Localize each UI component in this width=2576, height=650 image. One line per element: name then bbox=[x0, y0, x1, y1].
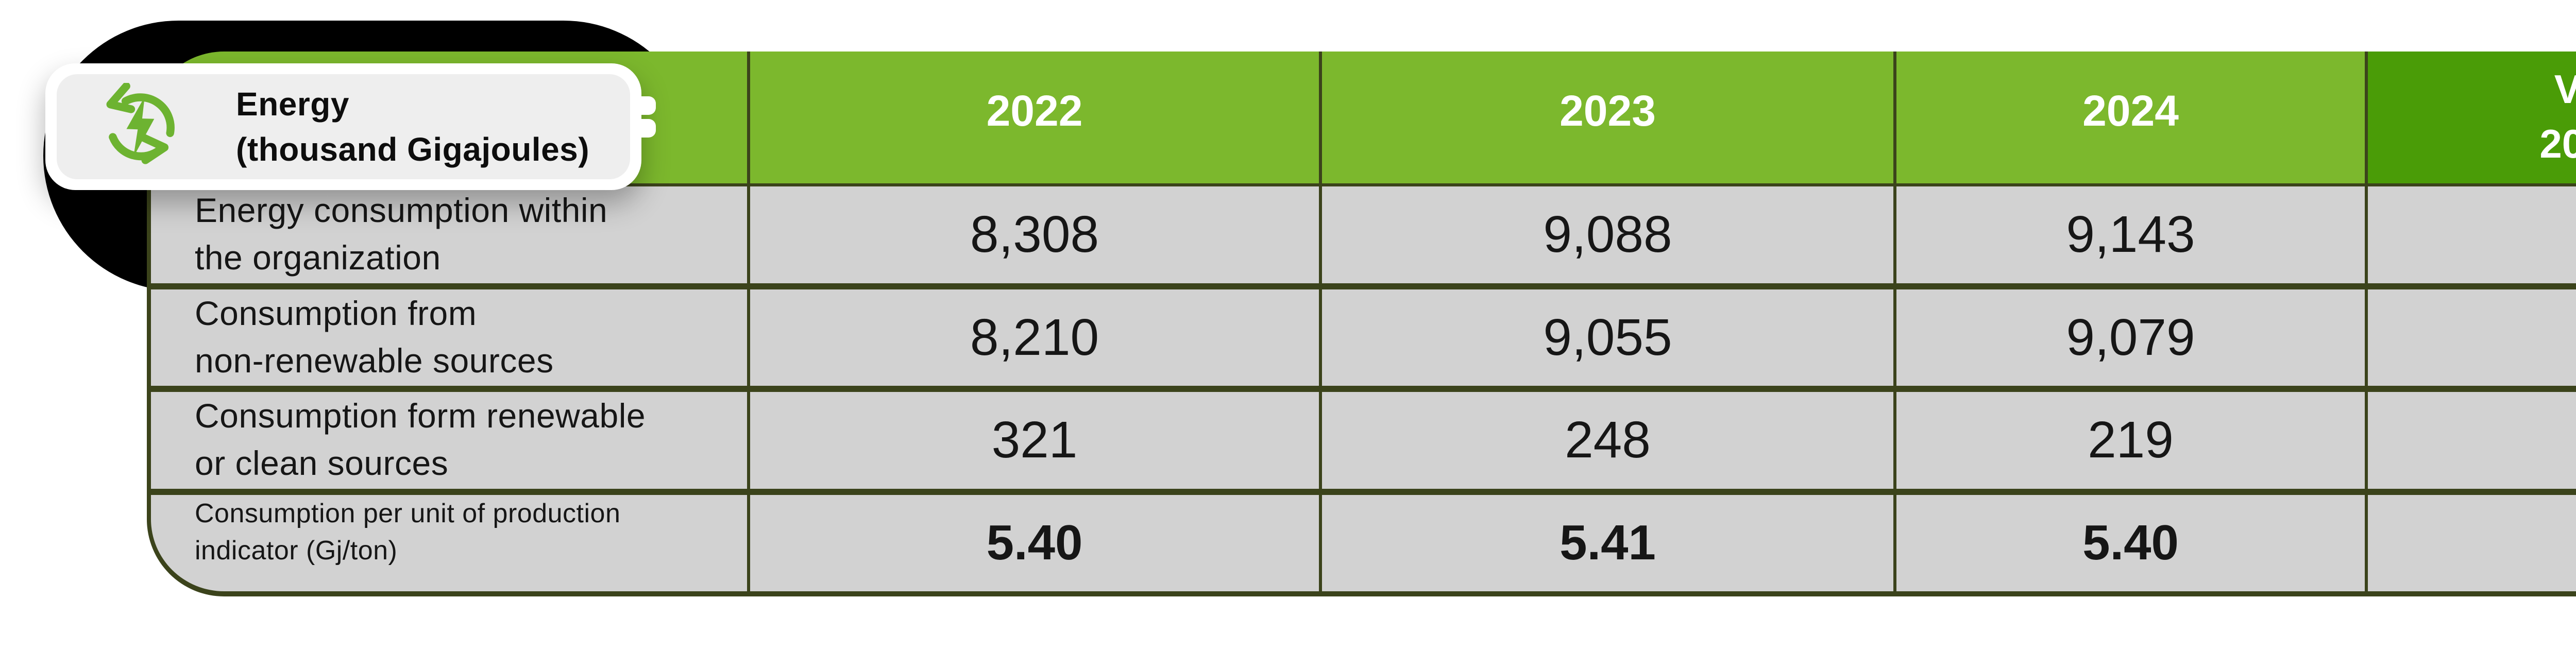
value-variation: -11.7% bbox=[2365, 392, 2576, 489]
value-2023: 5.41 bbox=[1319, 494, 1893, 591]
variation-header-line2: 2024 vs 2023 bbox=[2539, 121, 2576, 166]
header-cell-2022: 2022 bbox=[747, 52, 1319, 183]
value-2024: 9,143 bbox=[1893, 186, 2365, 283]
value-2022: 8,210 bbox=[747, 289, 1319, 386]
value-variation: 0.3% bbox=[2365, 289, 2576, 386]
row-label-line2: non-renewable sources bbox=[195, 341, 554, 380]
badge-content: Energy (thousand Gigajoules) bbox=[45, 81, 641, 172]
value-2022: 8,308 bbox=[747, 186, 1319, 283]
badge-title-line2: (thousand Gigajoules) bbox=[236, 131, 590, 168]
badge-title-line1: Energy bbox=[236, 85, 349, 123]
row-label-line2: indicator (Gj/ton) bbox=[195, 535, 398, 566]
value-2023: 9,088 bbox=[1319, 186, 1893, 283]
row-label-line1: Consumption from bbox=[195, 294, 477, 332]
row-label: Consumption form renewable or clean sour… bbox=[151, 392, 747, 489]
table-body: Energy consumption within the organizati… bbox=[147, 183, 2576, 596]
header-cell-2024: 2024 bbox=[1893, 52, 2365, 183]
table-row: Consumption per unit of production indic… bbox=[151, 488, 2576, 592]
header-year-label: 2022 bbox=[986, 86, 1083, 135]
row-label: Consumption from non-renewable sources bbox=[151, 289, 747, 386]
table-row: Consumption form renewable or clean sour… bbox=[151, 386, 2576, 489]
badge-tab bbox=[637, 96, 656, 115]
row-label-line1: Energy consumption within bbox=[195, 191, 608, 229]
value-2022: 321 bbox=[747, 392, 1319, 489]
value-2024: 5.40 bbox=[1893, 494, 2365, 591]
variation-header-line1: Variation % bbox=[2554, 66, 2576, 112]
row-label-line1: Consumption per unit of production bbox=[195, 498, 621, 528]
value-2023: 9,055 bbox=[1319, 289, 1893, 386]
row-label: Consumption per unit of production indic… bbox=[151, 495, 747, 592]
row-label-line2: the organization bbox=[195, 238, 441, 277]
energy-cycle-icon bbox=[106, 83, 175, 164]
row-label-line1: Consumption form renewable bbox=[195, 397, 646, 435]
value-variation: -0.1% bbox=[2365, 494, 2576, 591]
header-year-label: 2023 bbox=[1560, 86, 1656, 135]
badge-title: Energy (thousand Gigajoules) bbox=[236, 81, 589, 172]
value-2024: 219 bbox=[1893, 392, 2365, 489]
badge-inner-panel bbox=[57, 74, 630, 179]
value-variation: 0.6% bbox=[2365, 186, 2576, 283]
value-2022: 5.40 bbox=[747, 494, 1319, 591]
row-label: Energy consumption within the organizati… bbox=[151, 186, 747, 283]
energy-title-badge: Energy (thousand Gigajoules) bbox=[45, 63, 656, 190]
table-row: Energy consumption within the organizati… bbox=[151, 186, 2576, 283]
value-2023: 248 bbox=[1319, 392, 1893, 489]
header-year-label: 2024 bbox=[2082, 86, 2179, 135]
header-cell-2023: 2023 bbox=[1319, 52, 1893, 183]
value-2024: 9,079 bbox=[1893, 289, 2365, 386]
header-cell-variation: Variation % 2024 vs 2023 bbox=[2365, 52, 2576, 183]
row-label-line2: or clean sources bbox=[195, 444, 449, 482]
table-row: Consumption from non-renewable sources 8… bbox=[151, 283, 2576, 386]
badge-tab bbox=[637, 119, 656, 138]
